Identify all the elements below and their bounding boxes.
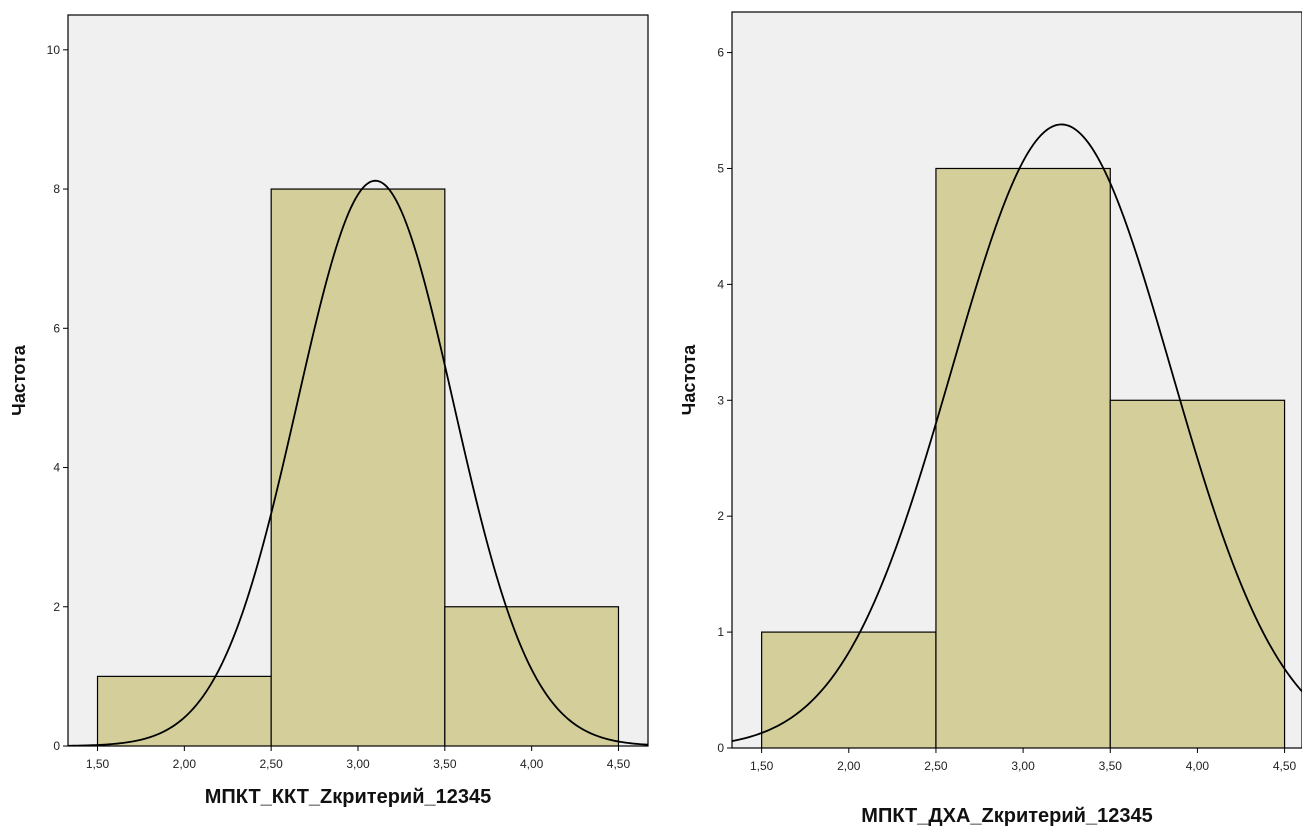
left-x-tick-label: 4,00 (520, 757, 544, 771)
right-x-axis-title: МПКТ_ДХА_Zкритерий_12345 (861, 805, 1152, 826)
right-y-tick-label: 1 (717, 625, 724, 639)
right-histogram: 1,50 2,00 2,50 3,00 3,50 4,00 4,50 0 1 2 3 4 5 6 МПКТ_… (679, 11, 1302, 826)
right-y-tick-label: 2 (717, 509, 724, 523)
right-bar-2 (935, 167, 1111, 748)
right-normal-curve (732, 123, 1302, 742)
right-x-tick-label: 2,50 (924, 759, 948, 773)
left-y-axis-title: Частота (9, 344, 29, 416)
right-bar-3 (1109, 399, 1286, 748)
right-y-tick-label: 6 (717, 46, 724, 60)
left-x-tick-label: 2,50 (259, 757, 283, 771)
left-x-tick-label: 3,50 (433, 757, 457, 771)
left-y-tick-label: 2 (53, 600, 60, 614)
left-x-axis-title: МПКТ_ККТ_Zкритерий_12345 (205, 786, 492, 808)
left-y-tick-label: 6 (53, 321, 60, 335)
right-x-tick-label: 4,00 (1186, 759, 1210, 773)
left-y-tick-label: 4 (53, 461, 60, 475)
right-y-axis-title: Частота (679, 344, 699, 416)
left-bar-2 (270, 188, 446, 746)
right-x-tick-label: 2,00 (837, 759, 861, 773)
right-x-tick-label: 3,50 (1099, 759, 1123, 773)
left-x-tick-label: 4,50 (607, 757, 631, 771)
left-x-tick-label: 1,50 (86, 757, 110, 771)
left-y-tick-label: 10 (47, 43, 61, 57)
left-x-tick-label: 3,00 (346, 757, 370, 771)
right-y-tick-label: 5 (717, 161, 724, 175)
left-x-tick-label: 2,00 (173, 757, 197, 771)
right-x-tick-label: 4,50 (1273, 759, 1297, 773)
right-y-tick-label: 4 (717, 277, 724, 291)
left-y-tick-label: 8 (53, 182, 60, 196)
left-histogram: 1,50 2,00 2,50 3,00 3,50 4,00 4,50 0 2 4 6 8 10 МПКТ_… (9, 14, 649, 808)
left-bar-3 (444, 606, 620, 746)
right-x-tick-label: 1,50 (750, 759, 774, 773)
right-x-tick-label: 3,00 (1011, 759, 1035, 773)
left-y-tick-label: 0 (53, 739, 60, 753)
right-y-tick-label: 0 (717, 741, 724, 755)
right-bar-1 (761, 631, 937, 748)
right-y-tick-label: 3 (717, 393, 724, 407)
left-bar-1 (96, 675, 272, 746)
left-normal-curve (68, 179, 648, 746)
